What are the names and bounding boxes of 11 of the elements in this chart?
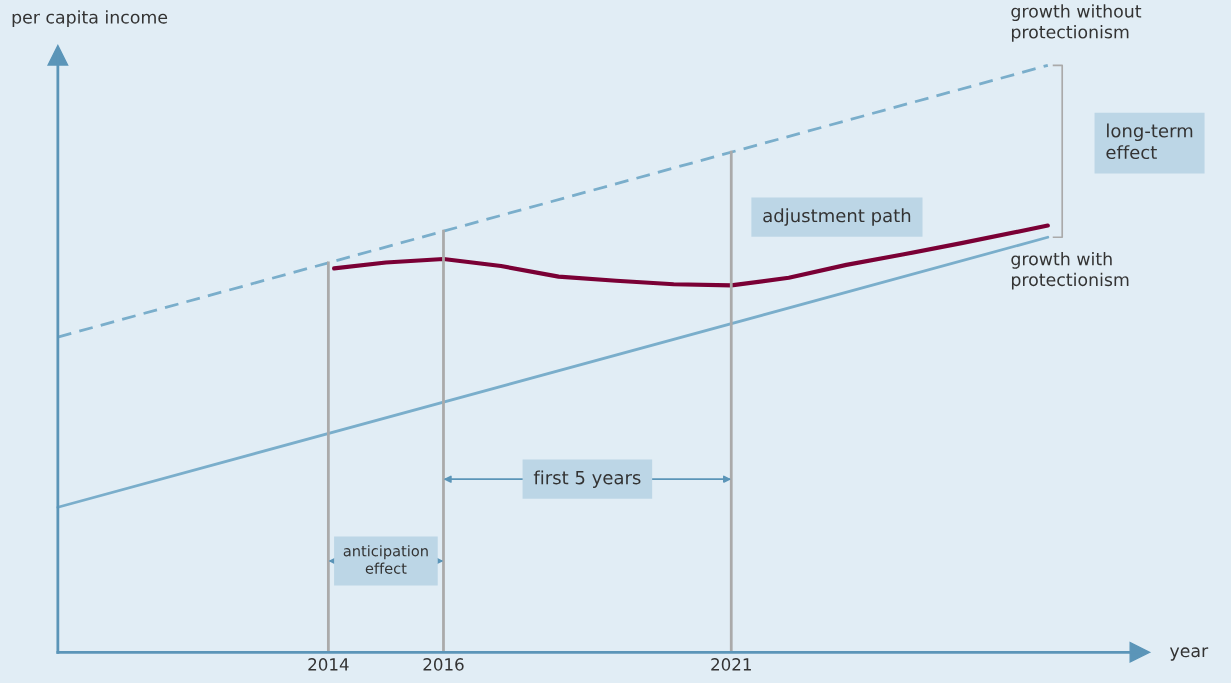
x-axis-title: year <box>1169 647 1209 661</box>
annotation: anticipation effect <box>343 545 428 574</box>
annotation: adjustment path <box>763 208 911 226</box>
series-label: growth with protectionism <box>1011 251 1129 290</box>
x-tick-label: 2016 <box>423 658 464 671</box>
series-label: growth without protectionism <box>1011 4 1142 42</box>
y-axis-title: per capita income <box>12 10 168 28</box>
annotation: first 5 years <box>533 470 641 488</box>
x-tick-label: 2021 <box>711 658 751 671</box>
x-tick-label: 2014 <box>308 658 349 671</box>
annotation: long-term effect <box>1106 123 1193 160</box>
